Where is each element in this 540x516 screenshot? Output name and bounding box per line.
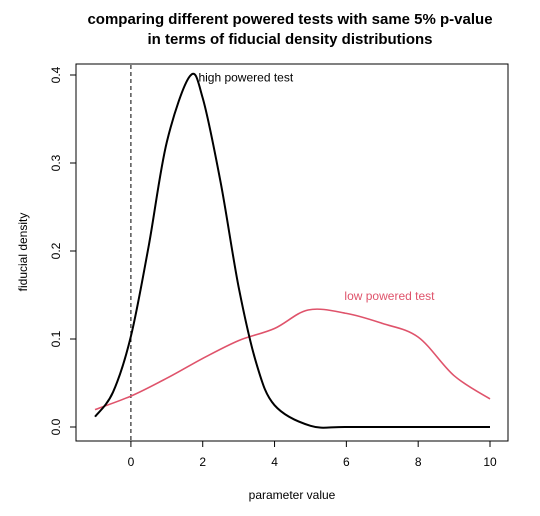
plot-marks: 0 2 4 6 8 10 0.0 0.1 0.2 0.3 0.4 high powered test l… <box>49 65 497 469</box>
y-tick-label: 0.0 <box>49 418 63 435</box>
x-tick-label: 4 <box>271 455 278 469</box>
low-powered-label: low powered test <box>344 289 435 303</box>
x-tick-label: 8 <box>415 455 422 469</box>
x-tick-label: 0 <box>128 455 135 469</box>
y-tick-label: 0.1 <box>49 330 63 347</box>
chart-subtitle: in terms of fiducial density distributio… <box>147 31 432 48</box>
y-tick-label: 0.2 <box>49 242 63 259</box>
y-axis-label: fiducial density <box>16 213 30 292</box>
high-powered-label: high powered test <box>198 71 293 85</box>
y-tick-label: 0.4 <box>49 66 63 83</box>
y-tick-label: 0.3 <box>49 154 63 171</box>
chart-title: comparing different powered tests with s… <box>87 11 492 28</box>
x-tick-label: 6 <box>343 455 350 469</box>
x-tick-label: 2 <box>199 455 206 469</box>
x-axis-label: parameter value <box>249 488 336 502</box>
plot-frame <box>75 63 509 442</box>
high-powered-curve <box>94 72 490 429</box>
low-powered-curve <box>94 308 491 411</box>
x-tick-label: 10 <box>483 455 497 469</box>
